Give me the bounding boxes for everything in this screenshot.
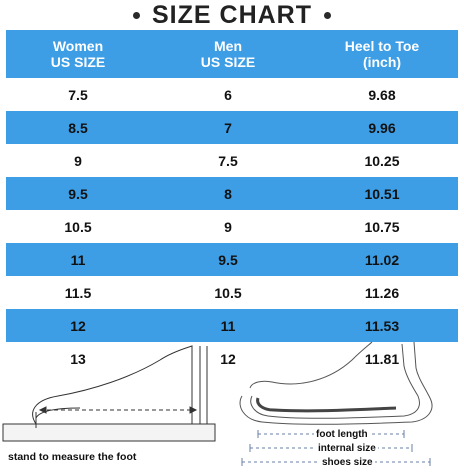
- title-row: SIZE CHART: [0, 0, 464, 30]
- table-row: 12 11 11.53: [6, 309, 458, 342]
- bullet-dot-left: [133, 11, 140, 19]
- internal-size-label: internal size: [316, 443, 378, 454]
- foot-diagrams-svg: [2, 341, 433, 466]
- heel-to-toe-cell: 11.81: [364, 350, 400, 367]
- heel-to-toe-cell: 9.96: [368, 119, 396, 136]
- shoes-size-label: shoes size: [320, 457, 375, 468]
- heel-contour: [35, 407, 81, 424]
- women-size-cell: 12: [70, 317, 86, 334]
- header-women-line2: US SIZE: [50, 54, 106, 70]
- women-size-cell: 7.5: [68, 86, 88, 103]
- insole-line: [256, 397, 397, 413]
- table-row: 11.5 10.5 11.26: [6, 276, 458, 309]
- shoe-outer-outline: [239, 341, 433, 425]
- women-size-cell: 11.5: [64, 284, 92, 301]
- men-size-cell: 9: [224, 218, 232, 235]
- men-size-cell: 7: [224, 119, 232, 136]
- men-size-cell: 11: [220, 317, 236, 334]
- heel-to-toe-cell: 11.02: [364, 251, 400, 268]
- heel-to-toe-cell: 10.51: [364, 185, 400, 202]
- men-size-cell: 10.5: [214, 284, 242, 301]
- header-men: Men US SIZE: [150, 38, 306, 70]
- women-size-cell: 13: [70, 350, 86, 367]
- table-row: 9 7.5 10.25: [6, 144, 458, 177]
- table-row: 7.5 6 9.68: [6, 78, 458, 111]
- measurement-illustrations: stand to measure the foot foot length in…: [0, 338, 464, 472]
- table-row: 13 12 11.81: [6, 342, 458, 375]
- arrow-head-left: [38, 406, 47, 414]
- table-row: 9.5 8 10.51: [6, 177, 458, 210]
- table-row: 11 9.5 11.02: [6, 243, 458, 276]
- table-row: 8.5 7 9.96: [6, 111, 458, 144]
- men-size-cell: 7.5: [218, 152, 238, 169]
- floor-board: [2, 423, 216, 442]
- arrow-head-right: [189, 406, 198, 414]
- women-size-cell: 9.5: [68, 185, 88, 202]
- shoe-foot-diagram: [239, 341, 433, 466]
- header-heel-line2: (inch): [362, 54, 402, 70]
- header-heel-to-toe: Heel to Toe (inch): [306, 38, 458, 70]
- header-women-line1: Women: [52, 38, 104, 54]
- heel-to-toe-cell: 11.53: [364, 317, 400, 334]
- header-women: Women US SIZE: [6, 38, 150, 70]
- standing-foot-diagram: [2, 345, 216, 442]
- women-size-cell: 9: [74, 152, 82, 169]
- women-size-cell: 10.5: [64, 218, 92, 235]
- header-heel-line1: Heel to Toe: [344, 38, 420, 54]
- page-title: SIZE CHART: [152, 0, 312, 29]
- men-size-cell: 6: [224, 86, 232, 103]
- foot-outline: [32, 345, 193, 425]
- size-table: Women US SIZE Men US SIZE Heel to Toe (i…: [6, 30, 458, 375]
- table-header-row: Women US SIZE Men US SIZE Heel to Toe (i…: [6, 30, 458, 78]
- stand-caption: stand to measure the foot: [8, 451, 137, 463]
- shoe-inner-outline: [250, 343, 420, 419]
- header-men-line2: US SIZE: [200, 54, 256, 70]
- heel-to-toe-cell: 11.26: [364, 284, 400, 301]
- foot-length-label: foot length: [314, 429, 370, 440]
- header-men-line1: Men: [214, 38, 242, 54]
- women-size-cell: 8.5: [68, 119, 88, 136]
- heel-to-toe-cell: 10.75: [364, 218, 400, 235]
- foot-top-outline: [249, 341, 373, 389]
- men-size-cell: 9.5: [218, 251, 238, 268]
- men-size-cell: 12: [220, 350, 236, 367]
- bullet-dot-right: [324, 11, 331, 19]
- heel-to-toe-cell: 9.68: [368, 86, 396, 103]
- men-size-cell: 8: [224, 185, 232, 202]
- heel-to-toe-cell: 10.25: [364, 152, 400, 169]
- women-size-cell: 11: [70, 251, 86, 268]
- table-row: 10.5 9 10.75: [6, 210, 458, 243]
